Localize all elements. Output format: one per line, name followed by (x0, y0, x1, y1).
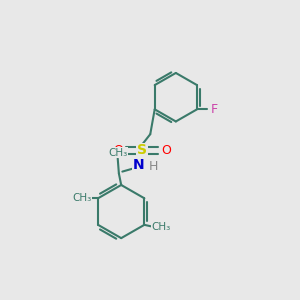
Text: H: H (149, 160, 158, 173)
Text: S: S (137, 143, 147, 157)
Text: CH₃: CH₃ (72, 193, 92, 203)
Text: F: F (210, 103, 218, 116)
Text: CH₃: CH₃ (108, 148, 127, 158)
Text: O: O (113, 144, 123, 157)
Text: O: O (161, 144, 171, 157)
Text: N: N (133, 158, 145, 172)
Text: CH₃: CH₃ (152, 222, 171, 232)
